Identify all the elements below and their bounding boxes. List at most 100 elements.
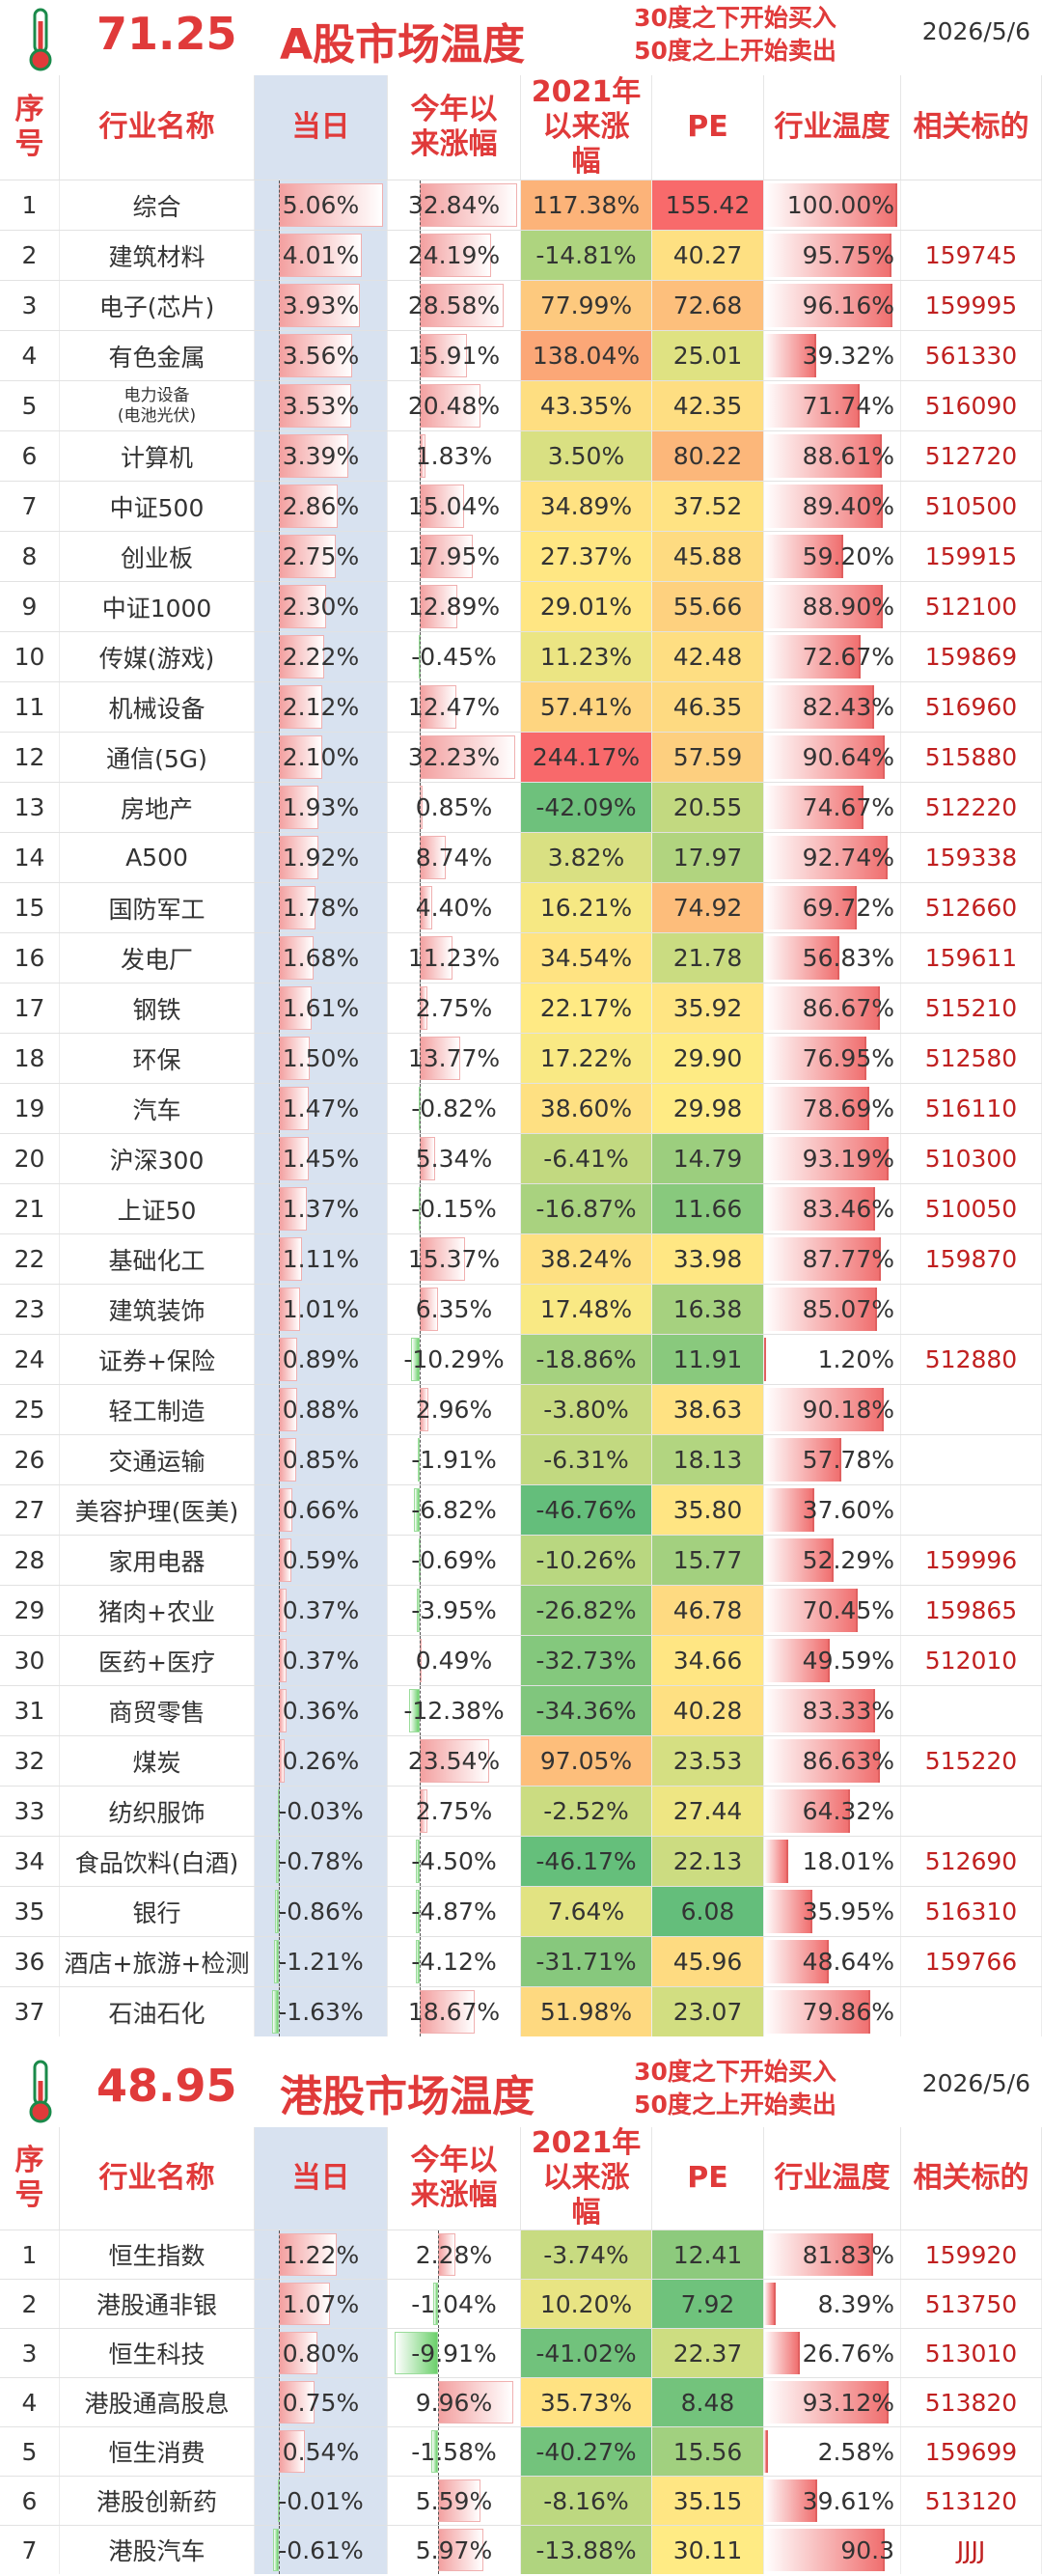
related-fund-code[interactable]: 159996 — [901, 1536, 1042, 1585]
related-fund-code[interactable]: 512100 — [901, 582, 1042, 631]
related-fund-code[interactable]: 515220 — [901, 1736, 1042, 1786]
related-fund-code[interactable]: 159870 — [901, 1234, 1042, 1284]
related-fund-code[interactable] — [901, 1385, 1042, 1434]
header-name: 行业名称 — [60, 75, 255, 180]
ytd-change-axis — [420, 1837, 421, 1886]
industry-temperature: 39.32% — [764, 331, 901, 380]
related-fund-code[interactable]: 512660 — [901, 883, 1042, 932]
industry-temperature-bar — [764, 1739, 880, 1783]
related-fund-code[interactable]: 159699 — [901, 2427, 1042, 2476]
related-fund-code[interactable]: 516960 — [901, 682, 1042, 732]
related-fund-code[interactable]: 159920 — [901, 2230, 1042, 2279]
related-fund-code[interactable] — [901, 1285, 1042, 1334]
day-change-value: -0.86% — [278, 1897, 364, 1925]
related-fund-code[interactable]: 516310 — [901, 1887, 1042, 1936]
industry-temperature-value: 81.83% — [802, 2240, 894, 2269]
industry-temperature-value: 48.64% — [802, 1948, 894, 1976]
industry-temperature: 78.69% — [764, 1084, 901, 1133]
related-fund-code[interactable]: JJJJ — [901, 2526, 1042, 2574]
related-fund-code[interactable]: 510500 — [901, 482, 1042, 531]
industry-temperature-bar — [764, 886, 857, 929]
related-fund-code[interactable]: 510050 — [901, 1184, 1042, 1233]
ytd-change-bar — [420, 284, 504, 327]
related-fund-code[interactable]: 512690 — [901, 1837, 1042, 1886]
day-change-bar — [279, 585, 326, 628]
since-2021-change: 34.89% — [521, 482, 652, 531]
ytd-change: 20.48% — [388, 381, 521, 430]
related-fund-code[interactable] — [901, 1686, 1042, 1735]
related-fund-code[interactable]: 512880 — [901, 1335, 1042, 1384]
day-change: 0.54% — [255, 2427, 388, 2476]
a-share-rule-sell: 50度之上开始卖出 — [634, 37, 836, 65]
pe-value: 38.63 — [652, 1385, 764, 1434]
industry-temperature-bar — [764, 1037, 866, 1080]
industry-temperature-value: 59.20% — [802, 542, 894, 570]
day-change-axis — [279, 783, 280, 832]
day-change: 3.56% — [255, 331, 388, 380]
related-fund-code[interactable]: 159995 — [901, 281, 1042, 330]
related-fund-code[interactable] — [901, 1787, 1042, 1836]
day-change-bar — [279, 485, 338, 528]
related-fund-code[interactable] — [901, 1485, 1042, 1535]
ytd-change: 1.83% — [388, 431, 521, 481]
related-fund-code[interactable]: 513820 — [901, 2378, 1042, 2426]
table-row: 35 银行 -0.86% -4.87% 7.64% 6.08 35.95% 516310 — [0, 1886, 1042, 1936]
industry-temperature-bar — [764, 1689, 875, 1732]
row-index: 27 — [0, 1485, 60, 1535]
day-change-axis — [279, 482, 280, 531]
since-2021-change: 17.48% — [521, 1285, 652, 1334]
ytd-change-bar — [420, 384, 480, 428]
industry-temperature-bar — [764, 635, 861, 679]
ytd-change-value: -1.91% — [411, 1446, 497, 1474]
day-change-bar — [279, 886, 315, 929]
related-fund-code[interactable]: 512010 — [901, 1636, 1042, 1685]
ytd-change-axis — [438, 2477, 439, 2525]
related-fund-code[interactable]: 561330 — [901, 331, 1042, 380]
table-row: 3 电子(芯片) 3.93% 28.58% 77.99% 72.68 96.16% 15999… — [0, 280, 1042, 330]
row-name: A500 — [60, 833, 255, 882]
pe-value: 45.88 — [652, 532, 764, 581]
ytd-change-axis — [438, 2427, 439, 2476]
day-change-axis — [279, 2427, 280, 2476]
ytd-change-value: 15.37% — [407, 1245, 501, 1273]
related-fund-code[interactable]: 515880 — [901, 733, 1042, 782]
related-fund-code[interactable]: 159766 — [901, 1937, 1042, 1986]
related-fund-code[interactable]: 515210 — [901, 983, 1042, 1033]
related-fund-code[interactable]: 513750 — [901, 2280, 1042, 2328]
industry-temperature: 1.20% — [764, 1335, 901, 1384]
related-fund-code[interactable] — [901, 1435, 1042, 1484]
related-fund-code[interactable] — [901, 180, 1042, 230]
related-fund-code[interactable]: 159869 — [901, 632, 1042, 681]
related-fund-code[interactable]: 516110 — [901, 1084, 1042, 1133]
header-day: 当日 — [255, 2127, 388, 2230]
related-fund-code[interactable]: 512220 — [901, 783, 1042, 832]
ytd-change-value: -0.69% — [411, 1546, 497, 1574]
related-fund-code[interactable]: 159611 — [901, 933, 1042, 983]
pe-value: 34.66 — [652, 1636, 764, 1685]
day-change-value: -1.21% — [278, 1948, 364, 1976]
related-fund-code[interactable]: 513010 — [901, 2329, 1042, 2377]
industry-temperature-value: 78.69% — [802, 1094, 894, 1122]
related-fund-code[interactable] — [901, 1987, 1042, 2036]
industry-temperature: 92.74% — [764, 833, 901, 882]
related-fund-code[interactable]: 510300 — [901, 1134, 1042, 1183]
related-fund-code[interactable]: 159915 — [901, 532, 1042, 581]
since-2021-change: 117.38% — [521, 180, 652, 230]
related-fund-code[interactable]: 512580 — [901, 1034, 1042, 1083]
related-fund-code[interactable]: 159338 — [901, 833, 1042, 882]
row-index: 7 — [0, 2526, 60, 2574]
day-change: 0.26% — [255, 1736, 388, 1786]
ytd-change-bar — [420, 685, 456, 729]
related-fund-code[interactable]: 516090 — [901, 381, 1042, 430]
row-name: 汽车 — [60, 1084, 255, 1133]
ytd-change: 2.75% — [388, 983, 521, 1033]
related-fund-code[interactable]: 513120 — [901, 2477, 1042, 2525]
ytd-change-value: 24.19% — [407, 241, 501, 269]
table-row: 13 房地产 1.93% 0.85% -42.09% 20.55 74.67% 512220 — [0, 782, 1042, 832]
day-change-value: 1.92% — [282, 844, 360, 872]
related-fund-code[interactable]: 159865 — [901, 1586, 1042, 1635]
day-change-value: 5.06% — [282, 191, 360, 219]
related-fund-code[interactable]: 512720 — [901, 431, 1042, 481]
related-fund-code[interactable]: 159745 — [901, 231, 1042, 280]
row-name: 传媒(游戏) — [60, 632, 255, 681]
